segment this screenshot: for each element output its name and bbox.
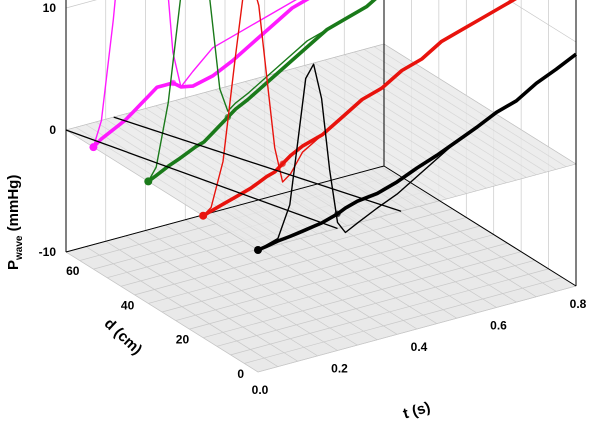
series-layer [65, 0, 578, 254]
series-thick-line [257, 52, 578, 252]
reference-line [113, 116, 402, 212]
y-axis-title: d (cm) [101, 315, 146, 358]
floor-gridline [175, 234, 494, 321]
x-tick-label: 0.8 [570, 297, 587, 311]
floor-gridline [257, 285, 577, 373]
series-start-marker [254, 246, 262, 254]
side-wall-gridline [508, 0, 577, 43]
zero-plane-gridline [324, 59, 517, 181]
zero-plane-gridline [155, 105, 348, 227]
zero-plane-gridline [344, 54, 537, 176]
zero-plane-gridline [75, 127, 269, 248]
x-axis-title: t (s) [401, 399, 432, 423]
zero-plane-gridline [65, 129, 259, 251]
series-start-marker [89, 143, 98, 152]
series-thin-line [92, 0, 297, 148]
zero-plane-gridline [214, 89, 408, 210]
z-tick-label: -10 [39, 245, 57, 259]
zero-plane-gridline [354, 51, 547, 173]
series-thick-line [202, 0, 517, 218]
zero-plane-gridline [115, 116, 308, 237]
zero-plane-gridline [304, 65, 497, 186]
floor-gridline [189, 242, 508, 330]
floor-gridline [244, 277, 563, 364]
series-start-marker [199, 211, 208, 220]
series-start-marker [144, 177, 153, 186]
zero-plane-gridline [314, 62, 507, 184]
y-tick-label: 60 [66, 264, 80, 278]
floor-gridline [203, 251, 522, 339]
x-tick-label: 0.0 [252, 383, 269, 397]
y-tick-label: 0 [237, 367, 244, 381]
zero-plane [65, 43, 577, 373]
zero-plane-gridline [85, 124, 279, 245]
x-tick-label: 0.2 [331, 362, 348, 376]
x-tick-label: 0.4 [411, 340, 428, 354]
zero-plane-gridline [294, 67, 487, 189]
series-thick-line [147, 0, 377, 183]
zero-plane-gridline [145, 108, 338, 229]
z-tick-label: 0 [49, 123, 56, 137]
series-marker [334, 210, 341, 218]
y-tick-label: 40 [121, 298, 135, 312]
zero-plane-gridline [244, 81, 438, 202]
bounding-box [65, 0, 577, 287]
floor-gridline [148, 217, 467, 304]
x-tick-label: 0.6 [490, 319, 507, 333]
zero-plane-gridline [284, 70, 477, 192]
z-tick-label: 10 [43, 1, 57, 15]
zero-plane-gridline [264, 75, 457, 197]
z-axis-title: Pwave (mmHg) [5, 175, 25, 270]
series-thin-line [147, 0, 376, 182]
series-marker [279, 160, 286, 167]
floor-gridline [230, 268, 549, 356]
zero-plane-gridline [175, 100, 368, 221]
zero-plane-gridline [204, 92, 398, 213]
zero-plane-gridline [185, 97, 378, 219]
floor-gridline [216, 259, 535, 347]
zero-plane-gridline [334, 57, 527, 178]
zero-plane-gridline [95, 121, 288, 243]
zero-plane-gridline [125, 113, 318, 235]
floor-gridline [161, 225, 481, 313]
zero-plane-gridline [135, 110, 328, 232]
reference-line [65, 129, 338, 230]
y-tick-label: 20 [176, 333, 190, 347]
series-thick-line [92, 0, 310, 149]
zero-plane-gridline [165, 102, 358, 224]
floor-gridline [134, 208, 453, 296]
box-edge-bottom [65, 165, 577, 287]
zero-plane-gridline [363, 49, 557, 170]
zero-plane-gridline [274, 73, 467, 194]
